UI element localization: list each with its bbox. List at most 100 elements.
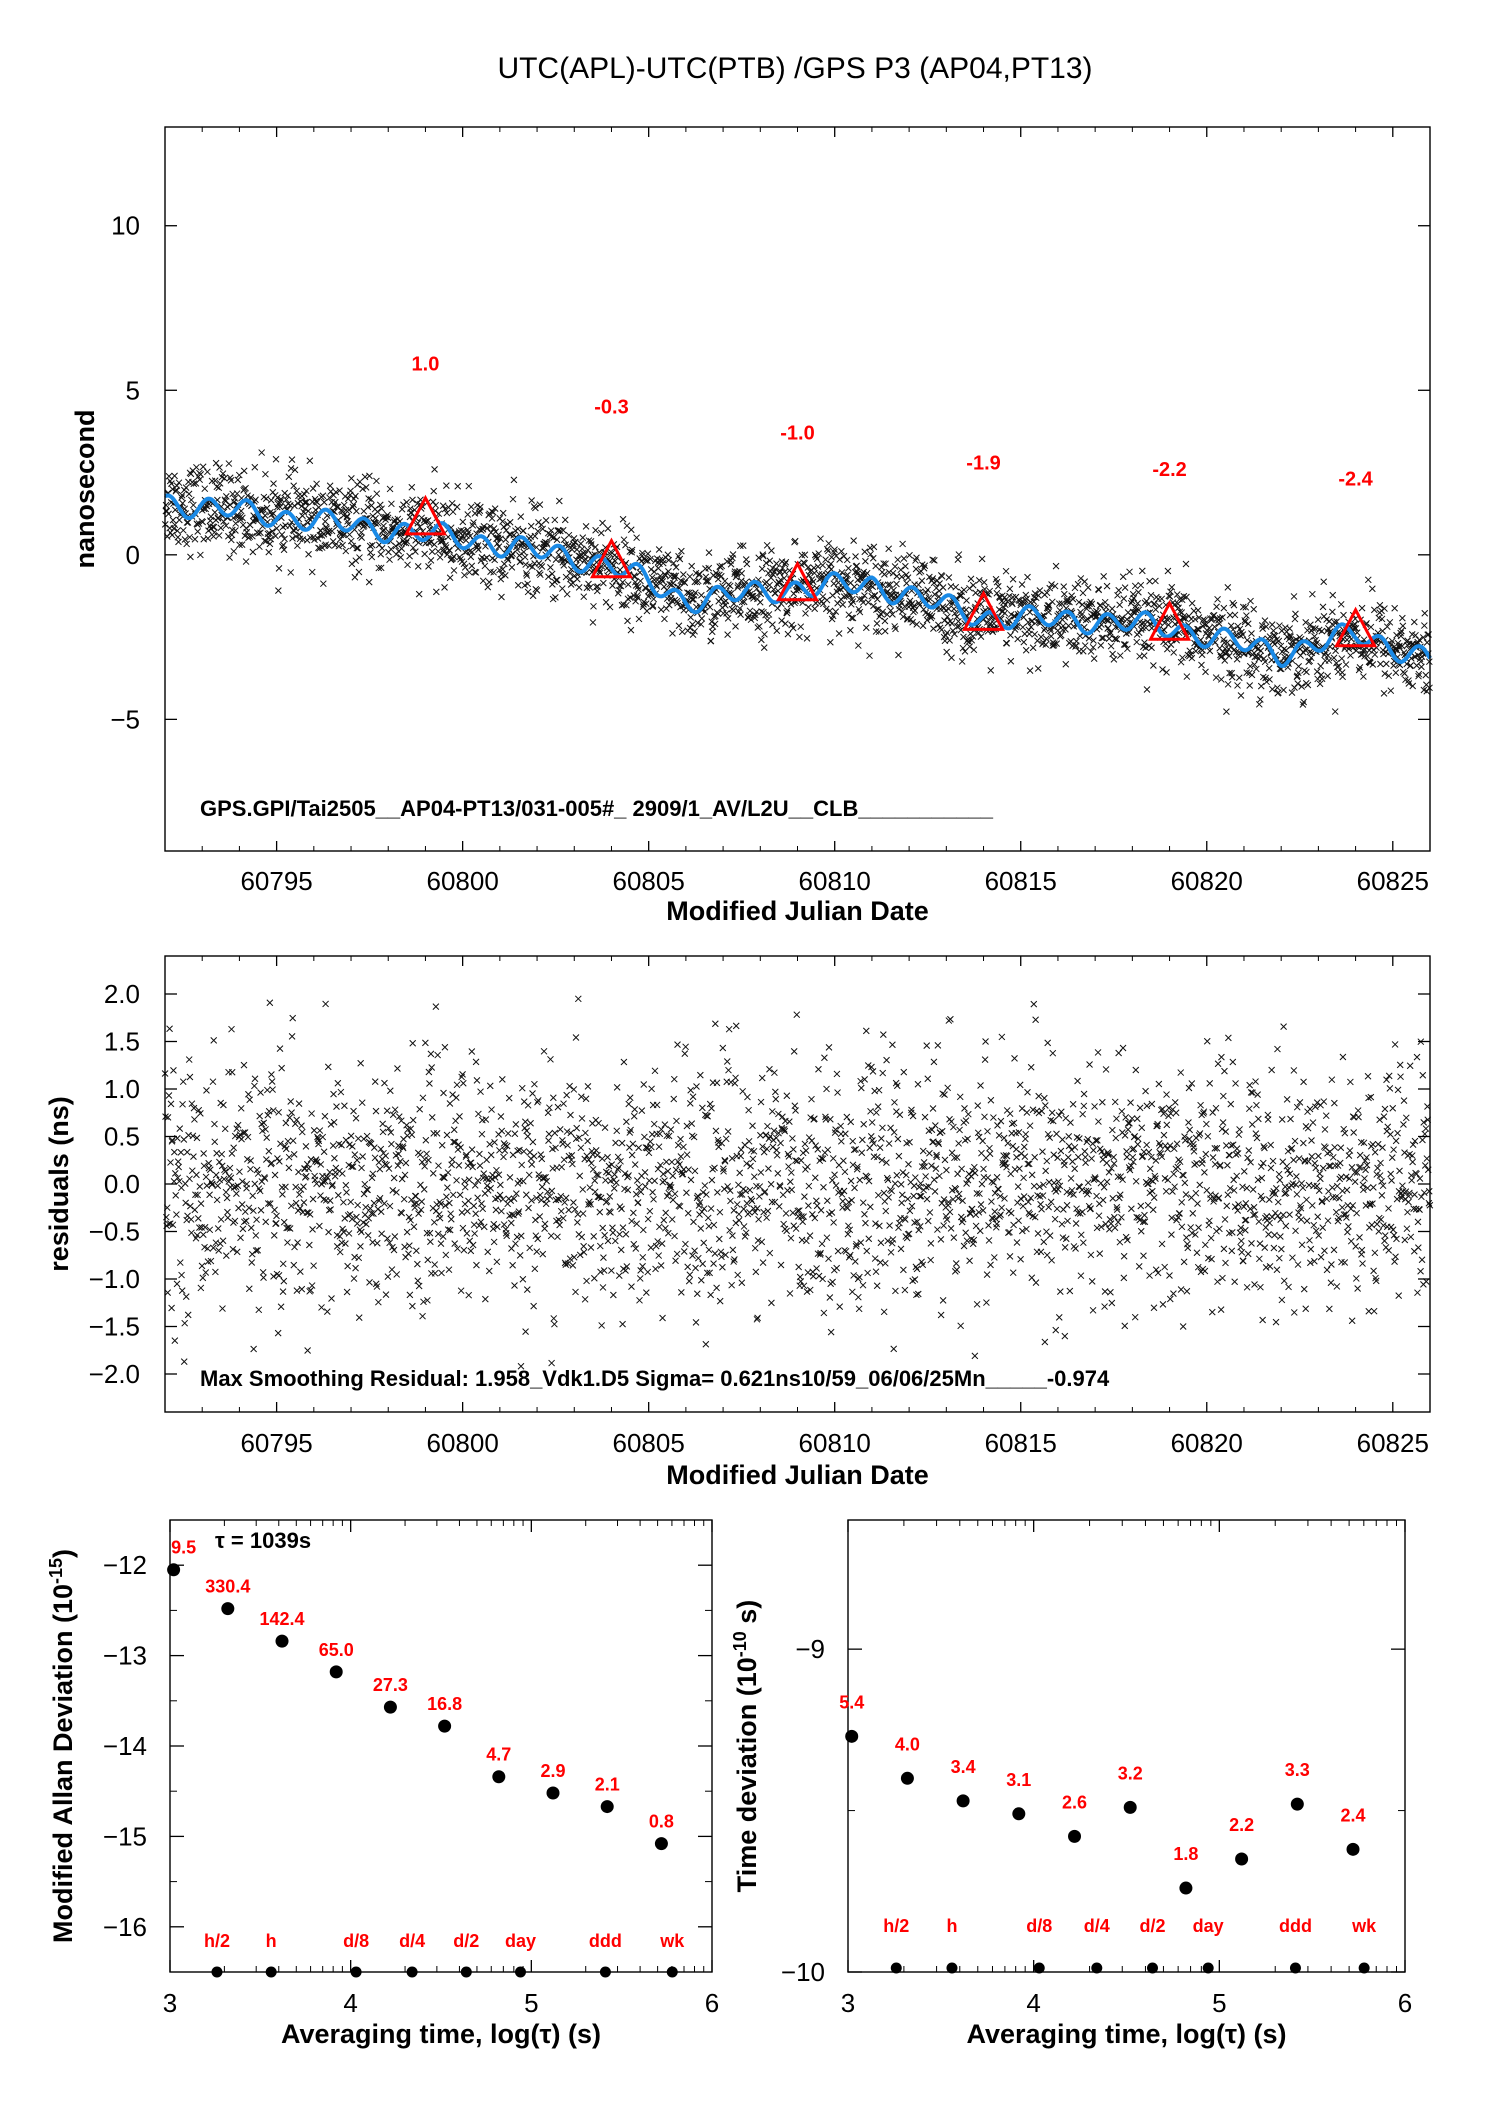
data-point [778,617,785,624]
data-point [414,563,422,570]
data-point [287,465,295,472]
data-point [294,542,301,550]
data-point [628,548,636,556]
data-point [362,484,370,491]
data-point [267,535,275,543]
data-point [762,559,770,567]
data-point [222,522,230,530]
data-point [214,514,222,522]
data-point [675,622,683,630]
data-point [704,578,712,585]
data-point [275,587,282,595]
data-point [698,615,706,622]
data-point [824,547,832,555]
data-point [722,597,730,605]
data-point [670,572,678,580]
data-point [368,541,376,549]
data-point [552,556,560,563]
data-point [791,537,799,545]
data-point [726,582,734,590]
data-point [409,544,417,552]
data-point [403,537,411,545]
data-point [790,590,798,597]
data-point [676,555,684,563]
y-tick-label: −5 [110,704,140,734]
data-point [227,477,235,484]
data-point [765,611,773,618]
y-tick-label: 0 [126,540,140,570]
data-point [673,597,681,605]
data-point [468,562,476,570]
data-point [826,607,834,615]
x-tick-label: 60815 [985,866,1057,896]
data-point [372,514,379,522]
data-point [536,571,544,579]
data-point [813,555,821,563]
data-point [288,456,296,463]
data-point [414,519,422,527]
data-point [575,584,583,591]
data-point [759,552,767,560]
data-point [755,554,763,562]
data-point [472,569,480,576]
data-point [632,597,639,605]
data-point [261,512,269,519]
data-point [674,599,681,607]
data-point [165,510,172,518]
data-point [781,560,789,568]
data-point [548,533,555,541]
data-point [449,554,457,562]
data-point [479,577,487,585]
data-point [450,553,458,560]
data-point [538,563,546,570]
data-point [587,541,595,548]
data-point [276,503,284,511]
data-point [528,497,536,504]
data-point [187,470,195,478]
data-point [226,554,233,561]
data-point [804,564,812,571]
data-point [386,556,393,564]
data-point [453,503,461,511]
data-point [594,583,602,590]
data-point [431,466,438,473]
data-point [265,548,273,556]
data-point [386,485,394,493]
data-point [517,513,525,520]
data-point [738,570,746,577]
data-point [490,568,497,576]
data-point [514,581,522,589]
data-point [424,517,432,524]
data-point [359,485,367,493]
data-point [811,551,819,559]
data-point [480,522,488,530]
data-point [446,546,454,554]
data-point [551,516,559,524]
data-point [466,547,474,555]
data-point [655,546,663,553]
data-point [665,556,673,564]
data-point [823,545,831,553]
data-point [343,513,351,521]
data-point [475,546,482,553]
data-point [536,501,544,508]
data-point [592,543,599,551]
data-point [351,573,359,581]
data-point [326,494,333,502]
data-point [219,470,227,477]
data-point [443,482,450,489]
data-point [378,505,385,513]
data-point [366,542,374,550]
data-point [651,576,658,584]
data-point [249,548,257,556]
data-point [827,560,835,568]
data-point [652,581,660,589]
marker-value-label: -1.0 [780,423,814,445]
data-point [486,523,494,530]
data-point [183,519,191,526]
data-point [212,459,220,467]
data-point [432,501,440,509]
data-point [269,527,276,535]
data-point [644,592,652,600]
data-point [711,620,719,628]
